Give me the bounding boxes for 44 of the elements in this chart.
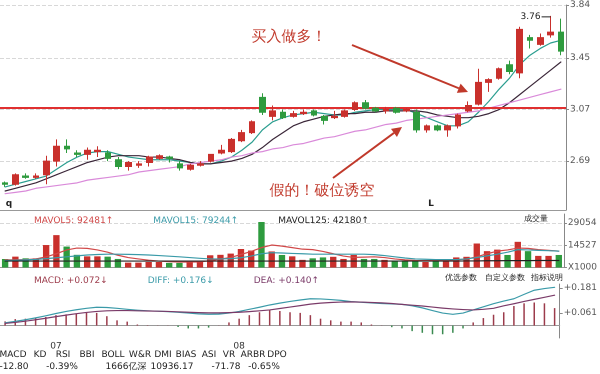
text: DIFF: +0.176↓ [148, 276, 214, 286]
y-tick-label: X1000 [568, 262, 598, 272]
text: W&R [128, 350, 152, 360]
text: BOLL [101, 350, 125, 360]
text: DPO [267, 350, 287, 360]
y-tick-label: 2.69 [570, 156, 590, 166]
y-tick-label: +0.181 [564, 282, 598, 293]
text: 1666亿深 [106, 361, 146, 372]
text: BIAS [176, 350, 197, 360]
text: -0.39% [46, 362, 78, 372]
y-tick-label: +0.061 [564, 308, 598, 318]
y-tick-label: 3.07 [570, 104, 590, 115]
annotation: q [6, 199, 12, 209]
text: MACD [0, 350, 27, 360]
annotation: 3.76 [520, 12, 541, 22]
text: 指标说明 [530, 273, 563, 282]
text: 10936.17 [150, 362, 194, 372]
y-tick-label: 14527 [568, 240, 597, 250]
y-tick-label: 3.45 [570, 52, 590, 63]
text: BBI [79, 350, 95, 360]
text: MAVOL5: 92481↑ [34, 216, 114, 226]
text: MACD: +0.072↓ [34, 276, 108, 286]
text: 优选参数 [445, 273, 477, 282]
annotation: 成交量 [524, 214, 548, 223]
series-label: DEA: +0.140↑ [254, 276, 320, 286]
x-tick-label: 07 [50, 342, 62, 352]
text: ARBR [240, 350, 266, 360]
text: MAVOL125: 42180↑ [278, 216, 369, 226]
text: MAVOL15: 79244↑ [153, 216, 238, 226]
text: -71.78 [211, 362, 241, 372]
y-tick-label: 3.84 [570, 0, 590, 10]
text: ASI [202, 350, 216, 360]
annotation: L [428, 199, 434, 209]
text: VR [222, 350, 236, 360]
text: DMI [154, 350, 172, 360]
annotation: 假的！破位诱空 [270, 181, 374, 199]
text: -12.80 [0, 362, 29, 372]
annotation: 买入做多！ [252, 27, 326, 45]
text: RSI [56, 350, 70, 360]
text: -0.65% [248, 362, 280, 372]
text: 自定义参数 [485, 273, 525, 282]
y-tick-label: 29054 [568, 218, 597, 228]
x-tick-label: 08 [233, 342, 246, 352]
text: KD [34, 350, 46, 360]
